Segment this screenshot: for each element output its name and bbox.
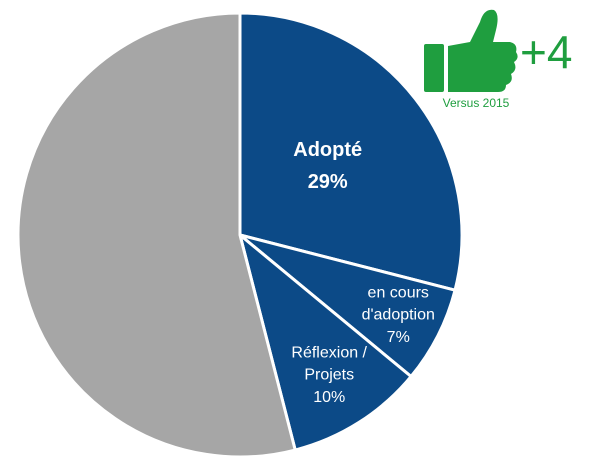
slice-value-label: 7% [387, 329, 410, 346]
pie: Adopté 29% en cours d'adoption 7% Réflexion /… [16, 11, 464, 457]
label-line: en cours [368, 285, 429, 302]
slice-value-label: 10% [313, 389, 345, 406]
slice-value-label: 29% [308, 171, 348, 193]
slice-category-label: Réflexion / Projets [291, 345, 367, 384]
pie-slice [238, 11, 464, 293]
label-line: Adopté [293, 139, 362, 161]
label-line: Projets [304, 367, 354, 384]
label-line: Réflexion / [291, 345, 367, 362]
change-label: +4 [520, 26, 572, 78]
slice-category-label: Adopté [293, 139, 362, 161]
slice-category-label: en cours d'adoption [362, 285, 435, 324]
pie-slice [16, 11, 298, 457]
note-label: Versus 2015 [443, 96, 510, 110]
label-line: d'adoption [362, 307, 435, 324]
thumbs-up-icon [424, 9, 518, 92]
